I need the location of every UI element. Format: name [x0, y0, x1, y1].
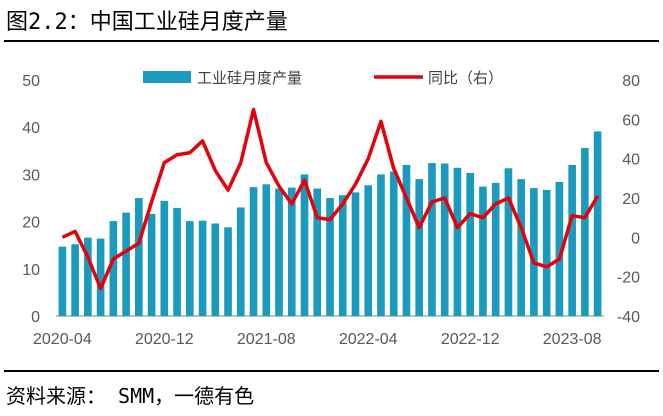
bar: [377, 174, 385, 316]
bar: [58, 246, 67, 316]
bar: [389, 171, 398, 316]
bar: [224, 227, 232, 316]
legend-label-bar: 工业硅月度产量: [197, 69, 302, 87]
bar: [415, 179, 424, 316]
footer-divider: [4, 370, 659, 372]
bar: [555, 181, 564, 316]
x-tick-label: 2021-08: [237, 331, 296, 348]
x-axis: 2020-04 2020-12 2021-08 2022-04 2022-12 2023-…: [33, 331, 602, 348]
line-series: [61, 107, 600, 291]
bar: [428, 163, 436, 316]
bar: [453, 167, 462, 316]
left-tick-label: 0: [31, 309, 40, 326]
bar: [71, 244, 79, 316]
bar: [581, 147, 589, 316]
bar: [326, 198, 334, 316]
bar: [262, 184, 271, 316]
right-axis: -40 -20 0 20 40 60 80: [617, 73, 640, 326]
yoy-line: [61, 107, 600, 291]
legend-label-line: 同比（右）: [428, 69, 503, 87]
left-tick-label: 30: [22, 167, 40, 184]
figure-title: 图2.2：中国工业硅月度产量: [6, 10, 288, 35]
x-tick-label: 2023-08: [543, 331, 602, 348]
bar: [236, 207, 245, 316]
bar: [109, 221, 118, 316]
right-tick-label: 60: [622, 112, 640, 129]
bar: [364, 185, 373, 316]
bar: [300, 174, 309, 316]
left-tick-label: 40: [22, 120, 40, 137]
right-tick-label: -40: [617, 309, 640, 326]
bar: [122, 212, 130, 316]
x-tick-label: 2022-12: [441, 331, 500, 348]
legend-swatch-bar: [143, 71, 191, 83]
bar: [402, 164, 411, 316]
bar-series: [58, 131, 602, 316]
bar: [440, 163, 449, 316]
bar: [338, 195, 347, 316]
bar: [160, 200, 169, 316]
bar: [351, 192, 360, 316]
bar: [147, 214, 156, 316]
legend: 工业硅月度产量 同比（右）: [143, 69, 503, 87]
right-tick-label: -20: [617, 270, 640, 287]
bar: [491, 182, 500, 316]
x-tick-label: 2020-12: [135, 331, 194, 348]
left-axis: 0 10 20 30 40 50: [22, 73, 40, 326]
bar: [185, 221, 194, 316]
bar: [479, 186, 487, 316]
bar: [593, 131, 602, 316]
bar: [466, 172, 475, 316]
bar: [211, 223, 220, 316]
left-tick-label: 50: [22, 73, 40, 90]
bar: [530, 188, 538, 316]
bar: [173, 207, 181, 316]
source-note: 资料来源： SMM，一德有色: [6, 384, 255, 408]
left-tick-label: 20: [22, 215, 40, 232]
bar: [313, 188, 322, 316]
bar: [542, 189, 551, 316]
right-tick-label: 40: [622, 152, 640, 169]
bar: [198, 220, 207, 316]
right-tick-label: 0: [631, 230, 640, 247]
left-tick-label: 10: [22, 262, 40, 279]
bar: [275, 188, 283, 316]
bar: [135, 198, 143, 316]
title-divider: [4, 40, 659, 42]
bar: [287, 187, 296, 316]
right-tick-label: 20: [622, 191, 640, 208]
bar: [249, 187, 258, 316]
right-tick-label: 80: [622, 73, 640, 90]
bar: [96, 238, 105, 316]
bar: [504, 168, 513, 316]
bar: [568, 164, 576, 316]
bar: [517, 179, 525, 316]
x-tick-label: 2022-04: [339, 331, 398, 348]
x-tick-label: 2020-04: [33, 331, 92, 348]
bar: [84, 237, 92, 316]
